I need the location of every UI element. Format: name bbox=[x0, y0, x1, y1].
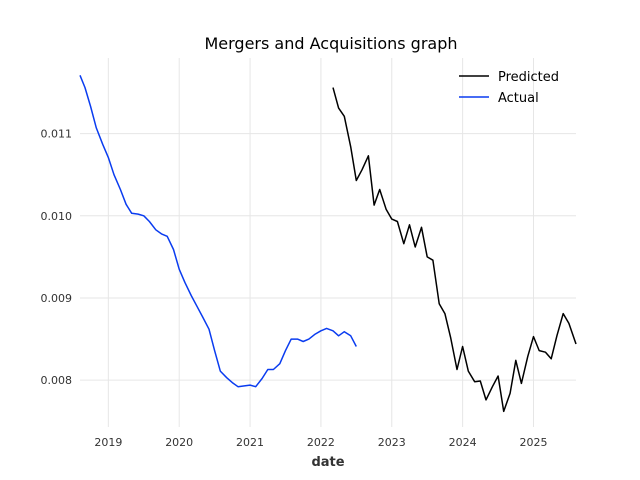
grid bbox=[80, 58, 576, 427]
x-tick-label: 2024 bbox=[449, 436, 477, 449]
legend-label-actual: Actual bbox=[498, 91, 539, 106]
x-axis-label: date bbox=[311, 455, 344, 470]
x-tick-label: 2020 bbox=[165, 436, 193, 449]
chart-title: Mergers and Acquisitions graph bbox=[204, 34, 457, 53]
x-tick-label: 2021 bbox=[236, 436, 264, 449]
y-tick-label: 0.008 bbox=[41, 374, 73, 387]
x-tick-label: 2023 bbox=[378, 436, 406, 449]
y-tick-label: 0.010 bbox=[41, 210, 73, 223]
x-axis-ticks: 2019 2020 2021 2022 2023 2024 2025 bbox=[94, 436, 547, 449]
legend: Predicted Actual bbox=[459, 70, 559, 106]
y-tick-label: 0.011 bbox=[41, 128, 73, 141]
series-line-actual bbox=[79, 75, 357, 388]
x-tick-label: 2025 bbox=[519, 436, 547, 449]
x-tick-label: 2022 bbox=[307, 436, 335, 449]
y-axis-ticks: 0.008 0.009 0.010 0.011 bbox=[41, 128, 73, 388]
x-tick-label: 2019 bbox=[94, 436, 122, 449]
series-line-predicted bbox=[332, 87, 577, 413]
series-lines bbox=[79, 75, 577, 413]
legend-label-predicted: Predicted bbox=[498, 70, 559, 85]
y-tick-label: 0.009 bbox=[41, 292, 73, 305]
